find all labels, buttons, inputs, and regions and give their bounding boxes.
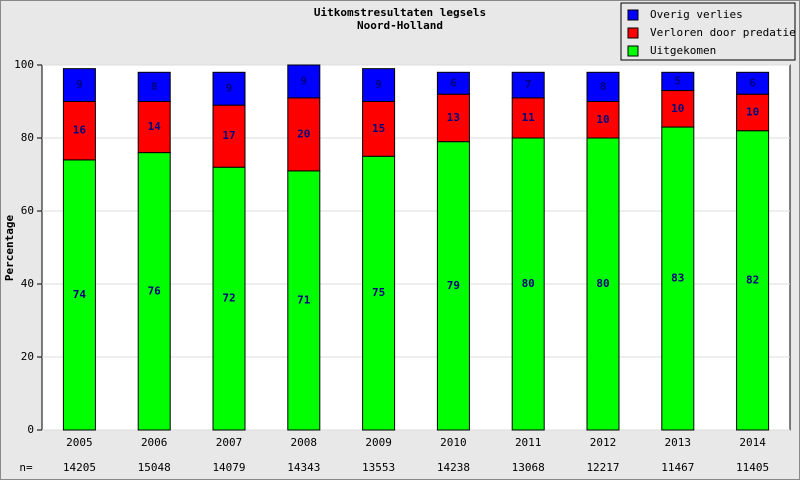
x-tick-label: 2010 (440, 436, 467, 449)
n-value: 14079 (212, 461, 245, 474)
chart-subtitle: Noord-Holland (357, 19, 443, 32)
n-label: n= (19, 461, 33, 474)
legend-label: Verloren door predatie (650, 26, 796, 39)
data-label: 9 (76, 78, 83, 91)
data-label: 15 (372, 122, 385, 135)
chart-title: Uitkomstresultaten legsels (314, 6, 486, 19)
data-label: 76 (148, 284, 162, 297)
y-tick-label: 100 (14, 58, 34, 71)
bar-segment (436, 71, 470, 95)
data-label: 16 (73, 124, 87, 137)
x-tick-label: 2014 (739, 436, 766, 449)
x-tick-label: 2009 (365, 436, 392, 449)
n-value: 15048 (138, 461, 171, 474)
y-tick-label: 80 (21, 131, 34, 144)
data-label: 8 (151, 80, 158, 93)
bar-segment (287, 170, 321, 431)
y-tick-label: 60 (21, 204, 34, 217)
data-label: 7 (525, 78, 532, 91)
data-label: 8 (600, 80, 607, 93)
n-value: 14205 (63, 461, 96, 474)
bar-segment (436, 141, 470, 431)
bar-segment (362, 68, 396, 102)
bar-segment (62, 68, 96, 102)
n-value: 12217 (586, 461, 619, 474)
bar-segment (511, 137, 545, 431)
data-label: 9 (226, 82, 233, 95)
bar-segment (212, 71, 246, 106)
data-label: 6 (450, 76, 457, 89)
data-label: 80 (522, 277, 535, 290)
data-label: 20 (297, 127, 310, 140)
data-label: 83 (671, 272, 684, 285)
y-tick-label: 0 (27, 423, 34, 436)
bar-segment (362, 101, 396, 157)
bar-segment (661, 90, 695, 128)
legend-label: Uitgekomen (650, 44, 716, 57)
x-tick-label: 2005 (66, 436, 93, 449)
data-label: 6 (749, 76, 756, 89)
bar-segment (586, 101, 620, 139)
x-tick-label: 2011 (515, 436, 542, 449)
data-label: 14 (148, 120, 162, 133)
bar-segment (511, 71, 545, 99)
n-value: 11467 (661, 461, 694, 474)
data-label: 11 (522, 111, 536, 124)
bar-segment (736, 93, 770, 132)
data-label: 10 (671, 102, 684, 115)
n-value: 13068 (512, 461, 545, 474)
data-label: 5 (674, 74, 681, 87)
bar-segment (212, 104, 246, 168)
data-label: 79 (447, 279, 460, 292)
bar-segment (137, 152, 171, 431)
data-label: 75 (372, 286, 385, 299)
n-value: 14238 (437, 461, 470, 474)
n-value: 14343 (287, 461, 320, 474)
bar-segment (212, 166, 246, 431)
legend-box (620, 2, 796, 61)
bar-segment (586, 137, 620, 431)
x-tick-label: 2013 (665, 436, 692, 449)
bar-segment (511, 97, 545, 139)
data-label: 82 (746, 273, 759, 286)
x-tick-label: 2007 (216, 436, 243, 449)
x-tick-label: 2012 (590, 436, 617, 449)
legend-label: Overig verlies (650, 8, 743, 21)
data-label: 74 (73, 288, 87, 301)
bar-segment (137, 101, 171, 154)
bar-segment (137, 71, 171, 103)
y-axis-label: Percentage (3, 215, 16, 282)
y-tick-label: 20 (21, 350, 34, 363)
bar-segment (661, 71, 695, 92)
n-value: 11405 (736, 461, 769, 474)
legend-swatch (627, 27, 639, 39)
legend-swatch (627, 45, 639, 57)
data-label: 13 (447, 111, 460, 124)
data-label: 17 (222, 129, 235, 142)
data-label: 10 (596, 113, 609, 126)
bar-segment (287, 64, 321, 99)
bar-segment (62, 101, 96, 161)
x-tick-label: 2008 (291, 436, 318, 449)
x-tick-label: 2006 (141, 436, 168, 449)
data-label: 10 (746, 105, 759, 118)
data-label: 71 (297, 293, 311, 306)
bar-segment (362, 155, 396, 431)
data-label: 9 (375, 78, 382, 91)
data-label: 80 (596, 277, 609, 290)
bar-segment (586, 71, 620, 103)
bar-segment (736, 71, 770, 95)
bar-segment (287, 97, 321, 172)
y-tick-label: 40 (21, 277, 34, 290)
data-label: 9 (300, 74, 307, 87)
n-value: 13553 (362, 461, 395, 474)
data-label: 72 (222, 292, 235, 305)
legend-swatch (627, 9, 639, 21)
bar-segment (736, 130, 770, 431)
